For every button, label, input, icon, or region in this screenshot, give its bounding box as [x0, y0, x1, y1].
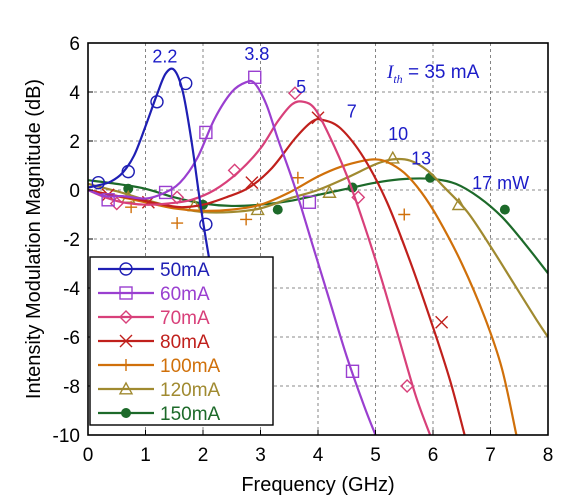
legend-marker-80mA	[119, 334, 133, 348]
y-tick-label: -2	[63, 230, 80, 251]
data-point-80mA	[435, 315, 449, 329]
data-point-60mA	[345, 364, 360, 378]
y-tick-label: 2	[69, 132, 80, 153]
data-point-50mA	[121, 164, 135, 179]
x-tick-label: 6	[428, 445, 439, 466]
data-point-150mA	[272, 204, 283, 215]
tick-labels: 0 1 2 3 4 5 6 7 8 -10 -8 -6 -4 -2 0 2 4 6	[53, 34, 554, 466]
legend-label-150mA: 150mA	[160, 404, 221, 425]
series-line-50mA	[88, 67, 219, 301]
x-tick-label: 7	[485, 445, 496, 466]
data-point-120mA	[322, 185, 337, 198]
y-tick-label: -8	[63, 377, 80, 398]
data-point-100mA	[240, 213, 253, 226]
data-point-70mA	[288, 86, 302, 101]
legend-marker-120mA	[118, 381, 134, 395]
data-point-150mA	[499, 204, 510, 215]
legend-marker-150mA	[121, 408, 131, 418]
data-point-80mA	[245, 176, 259, 190]
threshold-current-label: Ith = 35 mA	[386, 62, 480, 86]
y-tick-label: -10	[53, 426, 80, 447]
series-line-60mA	[88, 79, 377, 435]
legend-marker-50mA	[119, 262, 133, 276]
series-50mA	[88, 67, 219, 301]
data-point-50mA	[179, 76, 193, 91]
series-clip-group	[88, 67, 548, 435]
data-point-100mA	[291, 171, 304, 184]
data-point-120mA	[250, 202, 265, 216]
legend-label-80mA: 80mA	[160, 332, 210, 353]
y-tick-label: -6	[63, 328, 80, 349]
data-point-70mA	[400, 379, 415, 393]
peak-power-label: 2.2	[152, 47, 177, 67]
x-tick-label: 2	[198, 445, 209, 466]
x-tick-label: 0	[83, 445, 94, 466]
x-tick-label: 4	[313, 445, 324, 466]
data-point-150mA	[123, 183, 134, 194]
peak-power-label: 13	[411, 148, 431, 168]
series-line-100mA	[88, 158, 518, 435]
y-axis-label: Intensity Modulation Magnitude (dB)	[23, 79, 45, 399]
legend-marker-100mA	[120, 359, 132, 371]
x-axis-label: Frequency (GHz)	[241, 474, 394, 496]
legend-label-50mA: 50mA	[160, 260, 210, 281]
data-point-120mA	[385, 150, 400, 164]
peak-power-label: 17 mW	[472, 173, 529, 193]
legend-marker-70mA	[119, 310, 133, 324]
x-tick-label: 8	[543, 445, 554, 466]
peak-power-label: 10	[388, 124, 408, 144]
data-point-60mA	[158, 185, 173, 200]
legend-label-70mA: 70mA	[160, 308, 210, 329]
legend-marker-60mA	[119, 286, 133, 300]
data-point-50mA	[91, 175, 106, 190]
series-70mA	[88, 86, 432, 435]
data-point-60mA	[302, 195, 317, 209]
peak-power-label: 3.8	[244, 44, 269, 64]
x-tick-label: 1	[140, 445, 151, 466]
x-tick-label: 3	[255, 445, 266, 466]
data-point-50mA	[199, 217, 213, 232]
data-point-120mA	[451, 197, 467, 211]
y-tick-label: -4	[63, 279, 80, 300]
data-point-70mA	[170, 190, 185, 205]
series-100mA	[88, 158, 518, 435]
legend-label-60mA: 60mA	[160, 284, 210, 305]
data-point-70mA	[227, 163, 242, 178]
series-60mA	[88, 70, 377, 435]
data-point-70mA	[109, 196, 124, 211]
legend-label-100mA: 100mA	[160, 356, 221, 377]
data-point-60mA	[101, 193, 115, 207]
x-tick-label: 5	[370, 445, 381, 466]
data-point-70mA	[351, 190, 366, 205]
data-point-60mA	[248, 70, 262, 85]
legend-label-120mA: 120mA	[160, 380, 221, 401]
peak-power-label: 5	[296, 77, 306, 97]
data-point-60mA	[199, 125, 213, 140]
data-point-100mA	[171, 217, 184, 230]
series-layer	[88, 67, 548, 435]
data-point-50mA	[150, 95, 164, 109]
legend: 50mA 60mA 70mA 80mA 100mA 120mA 150mA	[89, 256, 274, 426]
y-tick-label: 0	[69, 181, 80, 202]
y-tick-label: 6	[69, 34, 80, 55]
series-line-70mA	[88, 100, 432, 435]
peak-power-label: 7	[347, 102, 357, 122]
data-point-100mA	[398, 208, 411, 221]
y-tick-label: 4	[69, 83, 80, 104]
